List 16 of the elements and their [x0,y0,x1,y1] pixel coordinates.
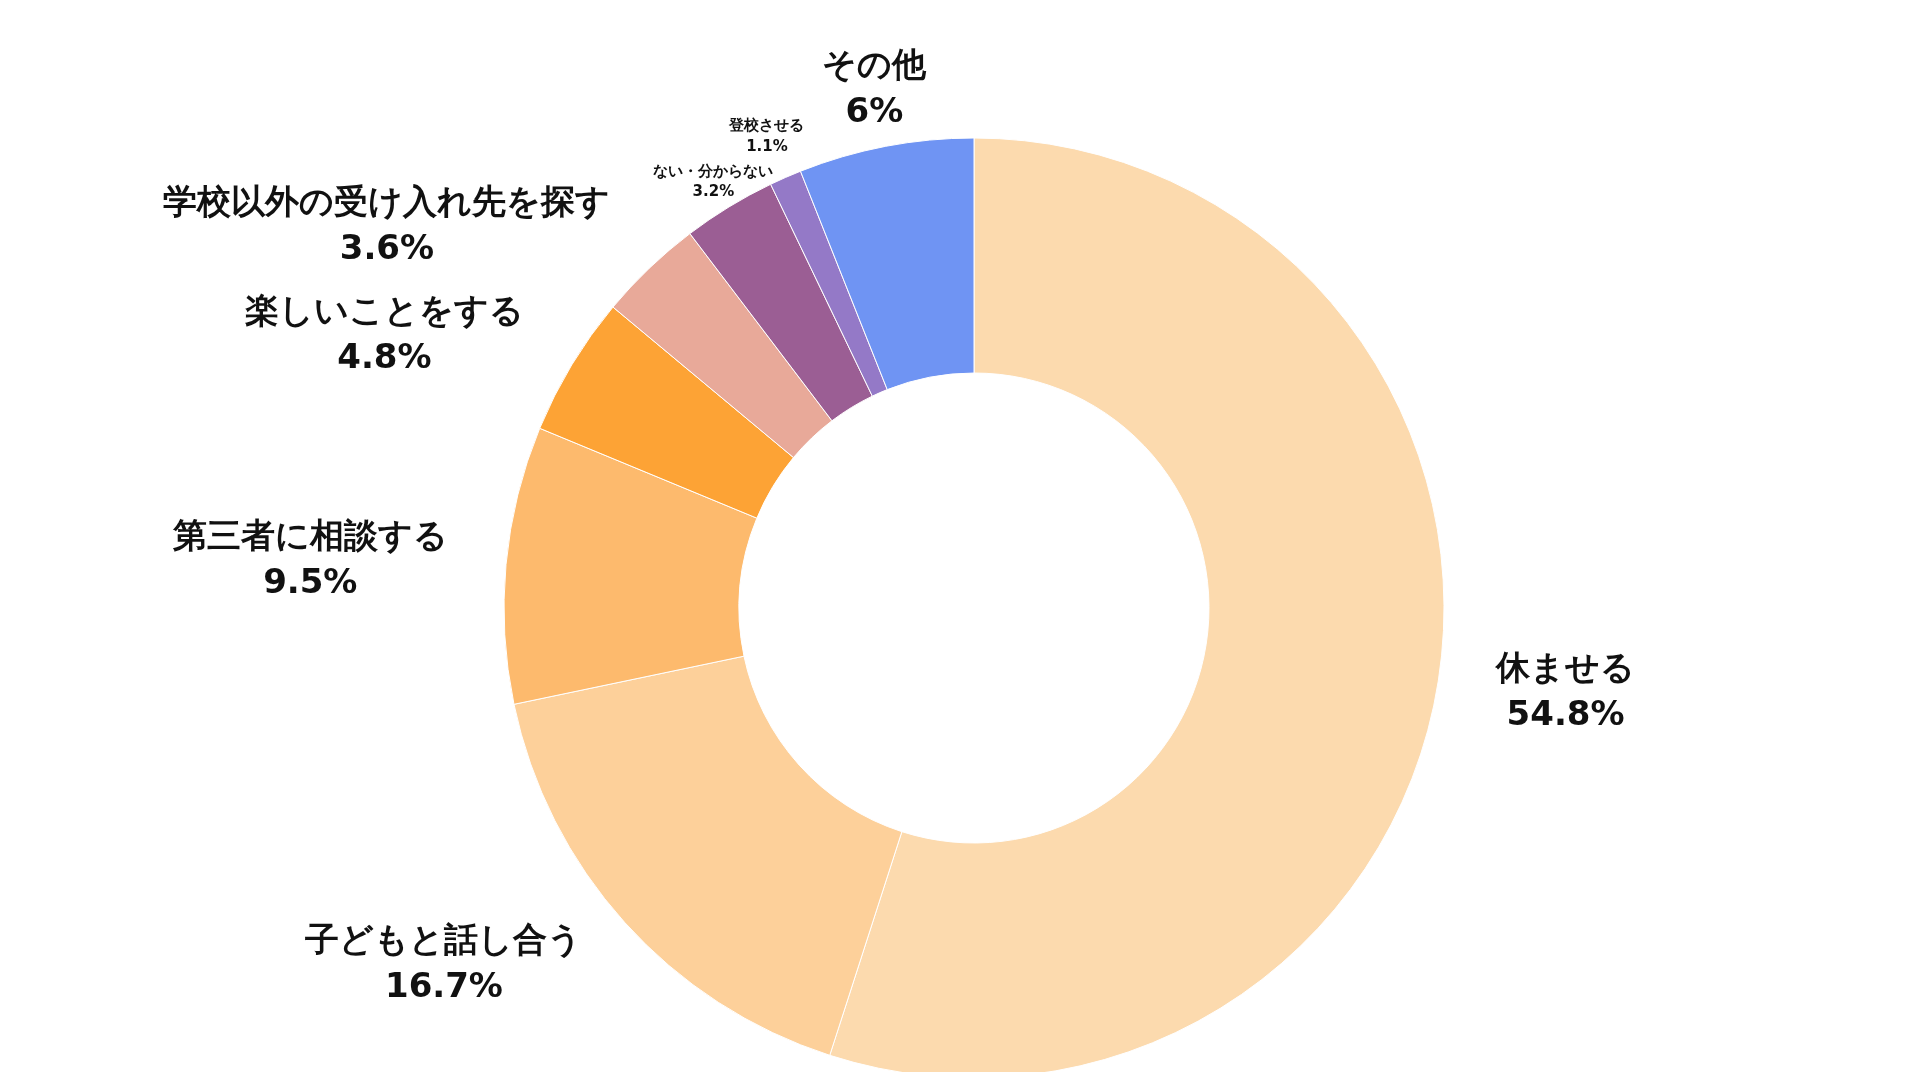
slice-label: 子どもと話し合う [304,919,583,959]
slice-label: 楽しいことをする [244,290,524,331]
data-label: 1.1% [746,136,788,155]
slice-label: 休ませる [1494,646,1636,687]
data-label: 54.8% [1506,692,1625,733]
slice-label: ない・分からない [653,162,774,181]
slice-label: 第三者に相談する [171,515,448,556]
slice-label: 登校させる [728,116,805,135]
data-label: 9.5% [263,561,358,602]
data-label: 3.2% [692,182,735,201]
slice-label: 学校以外の受け入れ先を探す [163,181,611,222]
data-label: 4.8% [337,336,432,377]
data-label: 3.6% [339,227,435,268]
data-label: 16.7% [385,964,503,1005]
data-label: 6% [845,89,904,130]
slice-label: その他 [822,43,928,84]
